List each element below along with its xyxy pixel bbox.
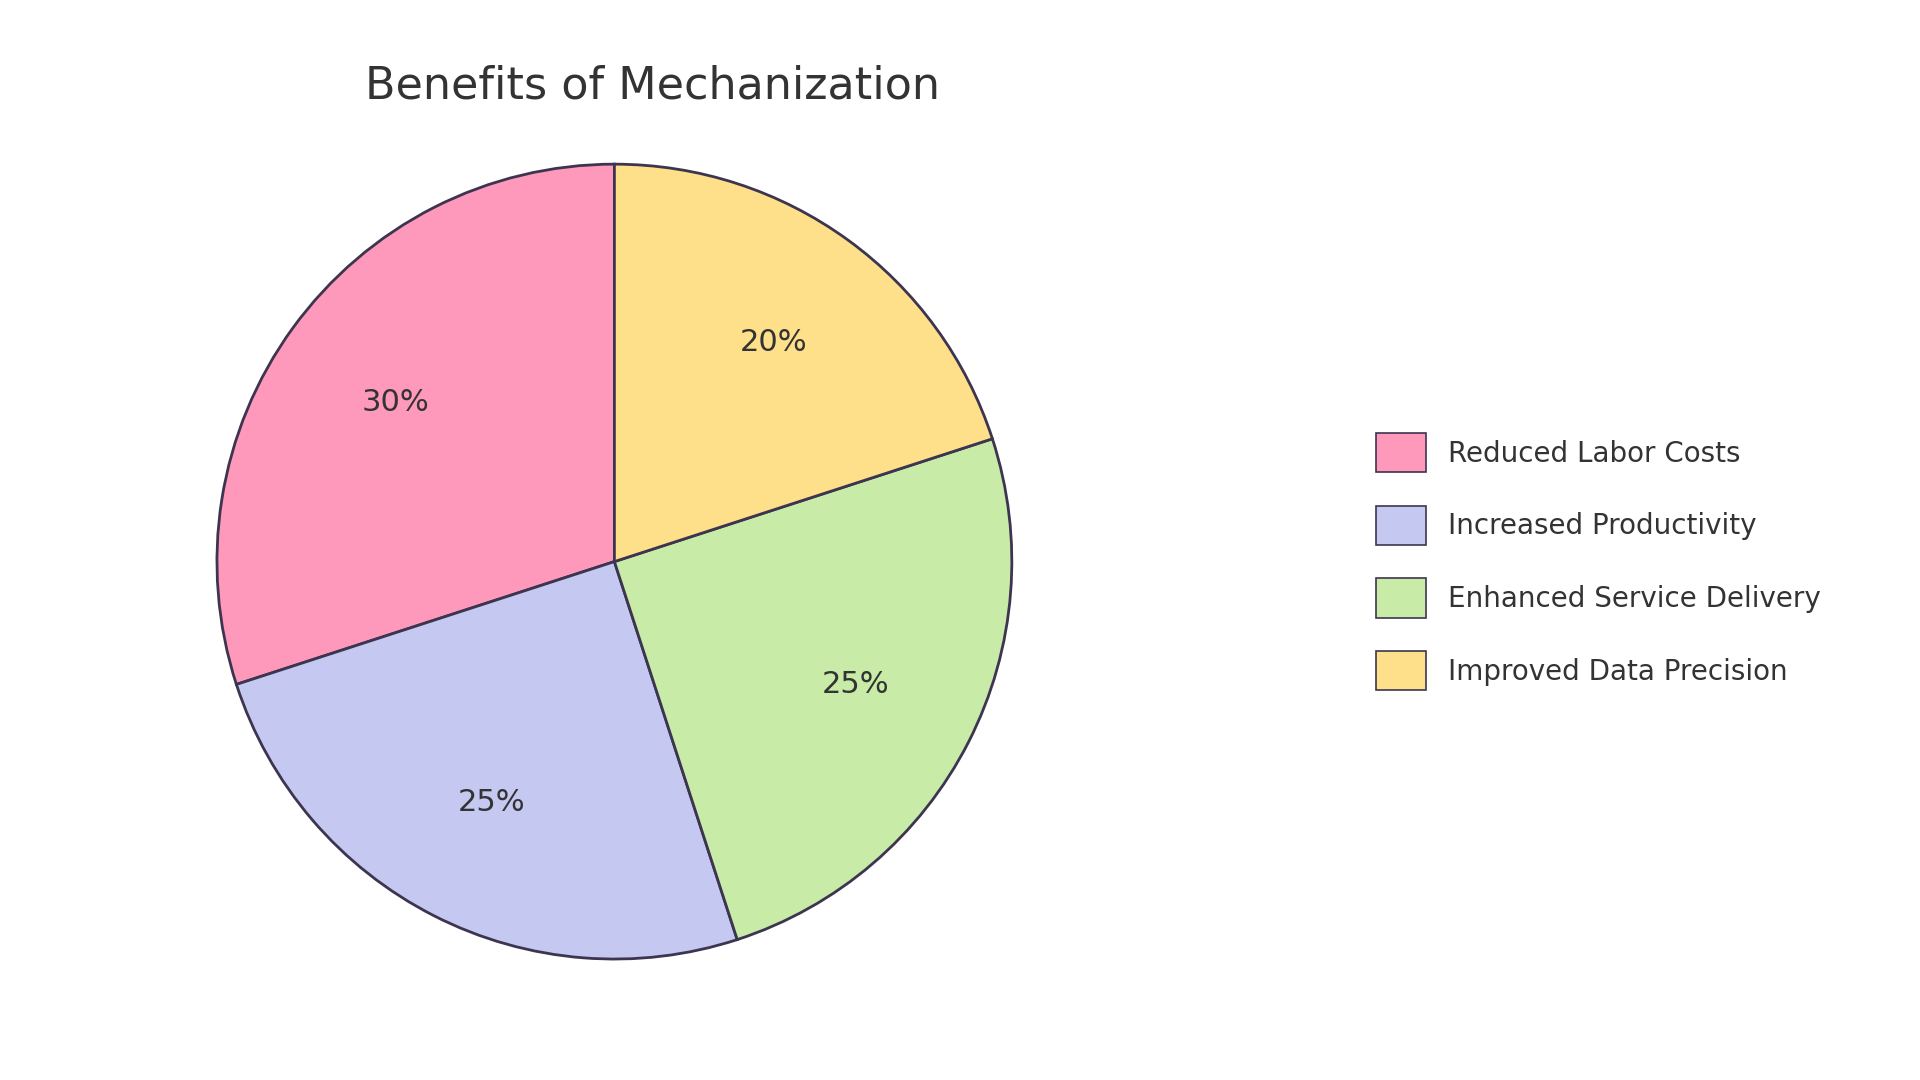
Legend: Reduced Labor Costs, Increased Productivity, Enhanced Service Delivery, Improved: Reduced Labor Costs, Increased Productiv…	[1348, 405, 1849, 718]
Text: 30%: 30%	[361, 388, 430, 417]
Text: 25%: 25%	[822, 670, 889, 699]
Wedge shape	[217, 164, 614, 685]
Text: 25%: 25%	[457, 788, 526, 816]
Wedge shape	[614, 438, 1012, 940]
Wedge shape	[614, 164, 993, 562]
Wedge shape	[236, 562, 737, 959]
Text: 20%: 20%	[739, 328, 806, 357]
Text: Benefits of Mechanization: Benefits of Mechanization	[365, 65, 941, 108]
